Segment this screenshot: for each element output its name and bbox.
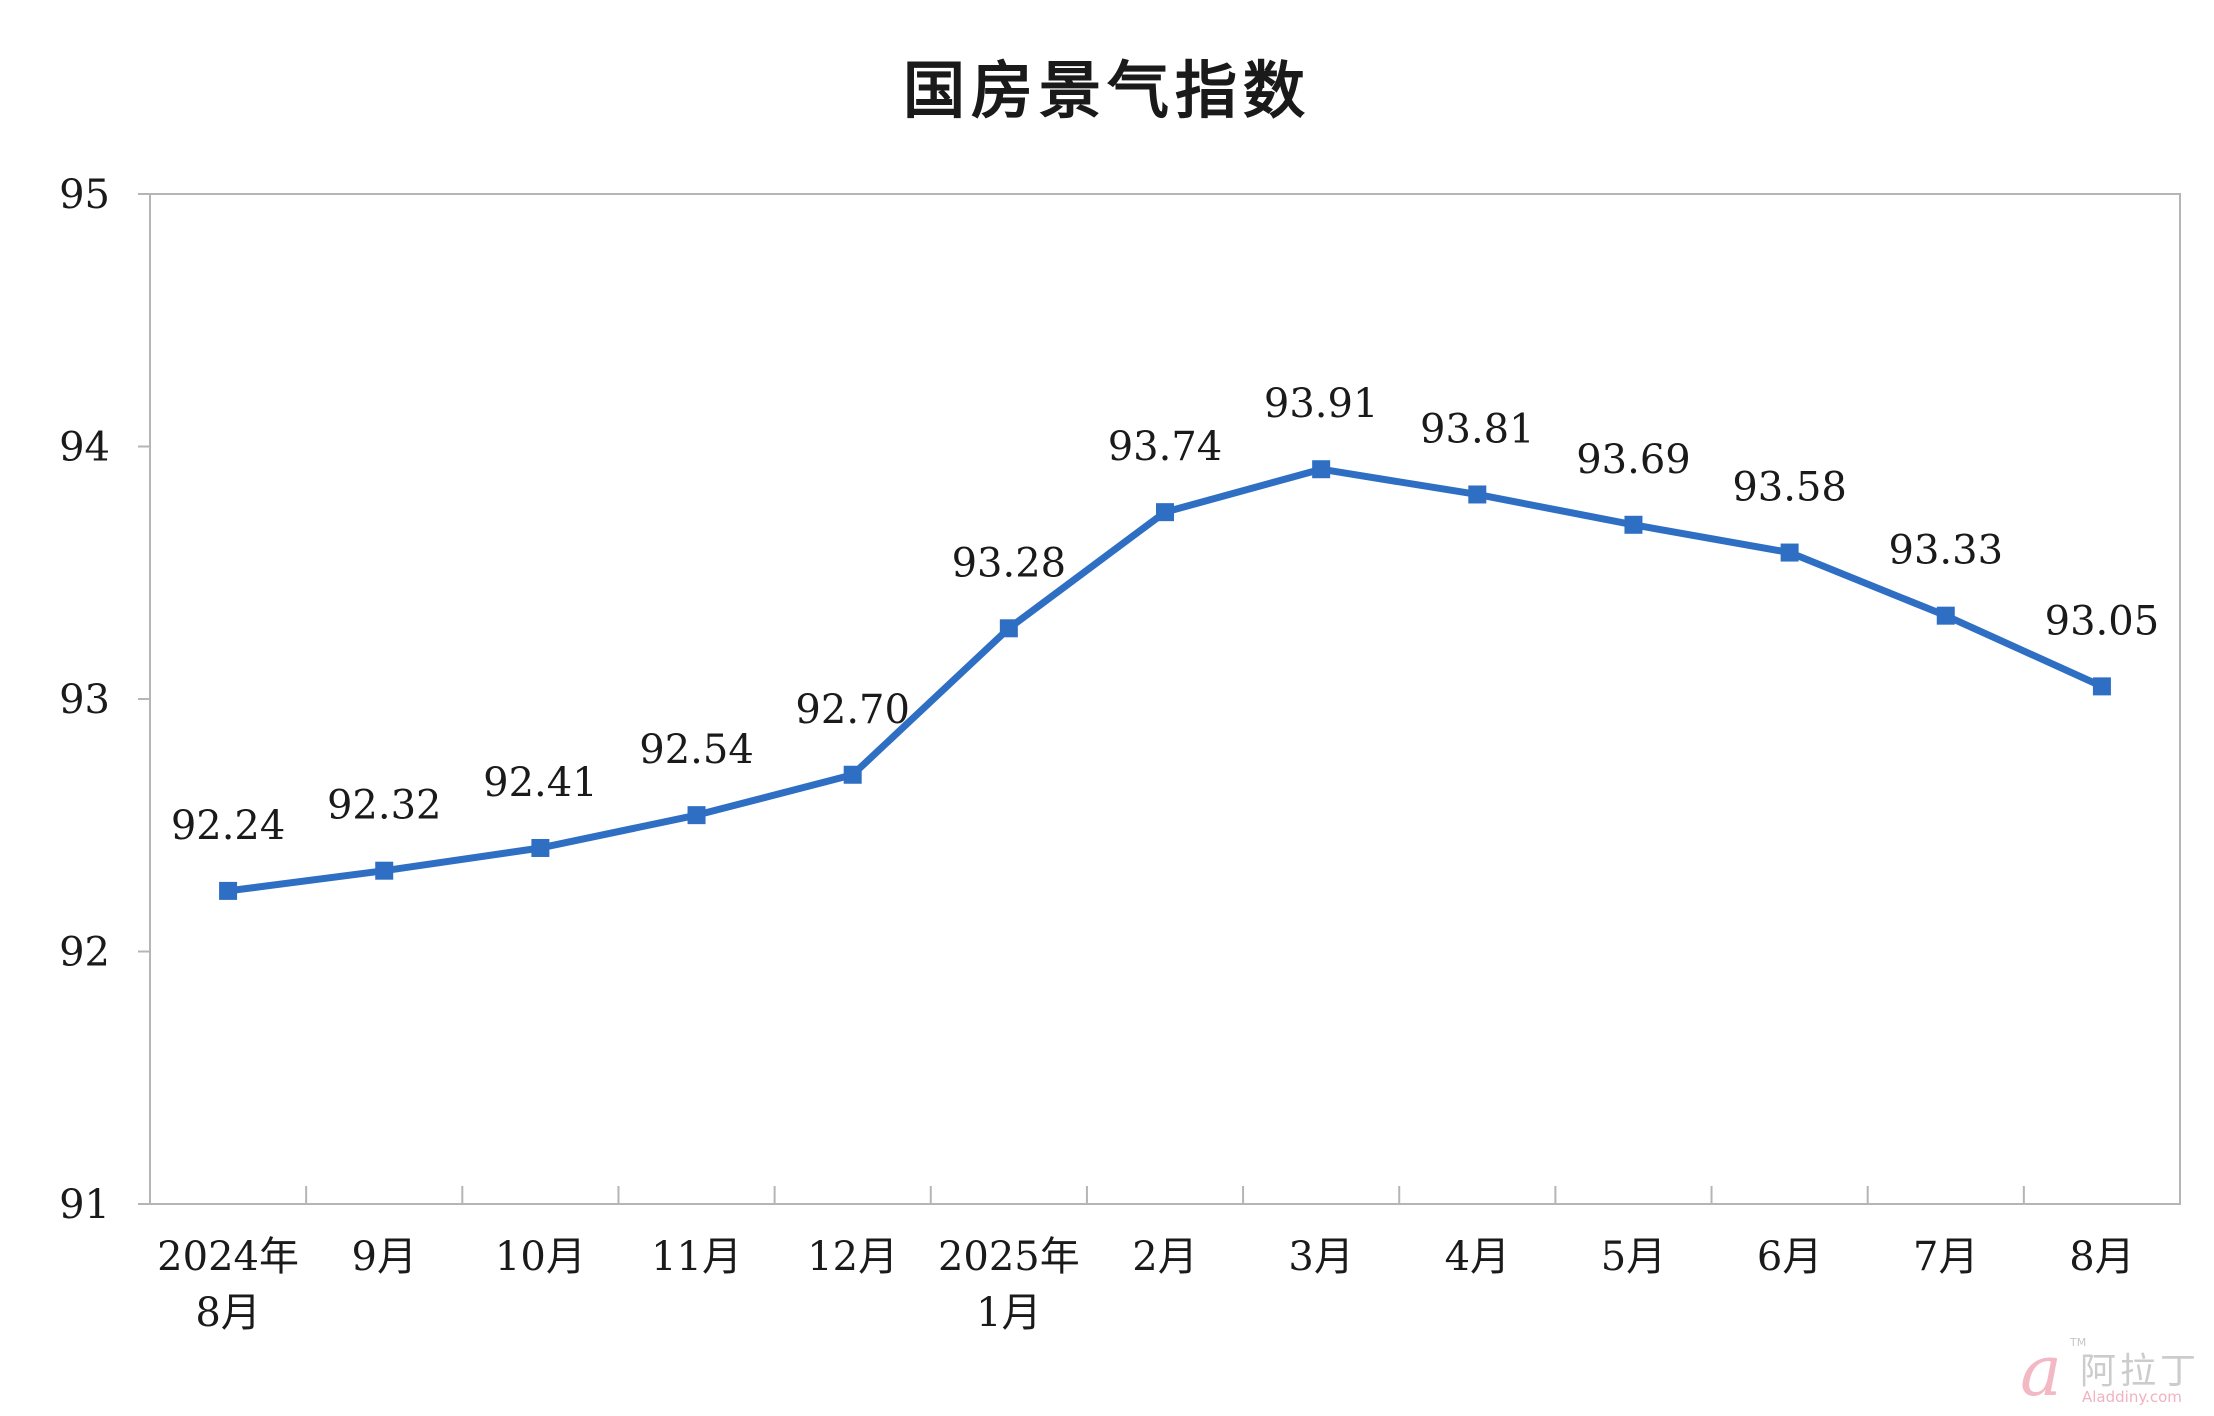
watermark: a TM 阿拉丁 Aladdiny.com [2010, 1330, 2210, 1414]
x-tick-label: 9月 [352, 1234, 417, 1280]
data-label: 92.41 [483, 760, 598, 806]
data-point [1780, 543, 1799, 562]
plot-frame [149, 193, 2181, 1205]
data-point [531, 838, 550, 857]
y-tick-label: 94 [59, 425, 110, 471]
data-point [2092, 677, 2111, 696]
y-tick-label: 91 [59, 1182, 110, 1228]
data-point [687, 806, 706, 825]
data-label: 93.74 [1108, 424, 1223, 470]
data-label: 93.05 [2045, 598, 2160, 644]
x-tick-label: 2025年 [938, 1234, 1080, 1280]
watermark-name: 阿拉丁 [2080, 1351, 2201, 1392]
y-tick-label: 92 [59, 930, 110, 976]
data-label: 93.81 [1420, 406, 1535, 452]
watermark-url: Aladdiny.com [2082, 1388, 2182, 1406]
watermark-trademark: TM [2070, 1336, 2087, 1349]
x-tick-label: 2024年 [157, 1234, 299, 1280]
data-point [1624, 515, 1643, 534]
x-tick-label: 8月 [2069, 1234, 2134, 1280]
data-label: 92.32 [327, 783, 442, 829]
x-tick-label: 4月 [1445, 1234, 1510, 1280]
x-tick-label: 3月 [1288, 1234, 1353, 1280]
data-label: 93.33 [1889, 528, 2004, 574]
x-tick-label: 2月 [1132, 1234, 1197, 1280]
data-label: 93.28 [952, 540, 1067, 586]
x-tick-label: 8月 [195, 1290, 260, 1336]
data-point [1468, 485, 1487, 504]
data-point [999, 619, 1018, 638]
x-tick-label: 1月 [976, 1290, 1041, 1336]
data-label: 92.70 [795, 687, 910, 733]
data-label: 93.69 [1576, 437, 1691, 483]
x-tick-label: 5月 [1601, 1234, 1666, 1280]
x-tick-label: 7月 [1913, 1234, 1978, 1280]
y-tick-label: 95 [59, 172, 110, 218]
series-line [224, 465, 2106, 895]
data-label: 93.91 [1264, 381, 1379, 427]
x-tick-label: 12月 [807, 1234, 898, 1280]
x-tick-label: 10月 [495, 1234, 586, 1280]
data-label: 92.24 [171, 803, 286, 849]
data-point [219, 881, 238, 900]
data-point [375, 861, 394, 880]
y-tick-label: 93 [59, 677, 110, 723]
chart-title: 国房景气指数 [902, 54, 1311, 127]
data-point [843, 765, 862, 784]
x-tick-label: 11月 [651, 1234, 742, 1280]
x-tick-label: 6月 [1757, 1234, 1822, 1280]
data-point [1936, 606, 1955, 625]
data-label: 93.58 [1732, 465, 1847, 511]
data-point [1312, 460, 1331, 479]
watermark-logo: a [2020, 1330, 2062, 1412]
data-label: 92.54 [639, 727, 754, 773]
data-point [1156, 503, 1174, 522]
